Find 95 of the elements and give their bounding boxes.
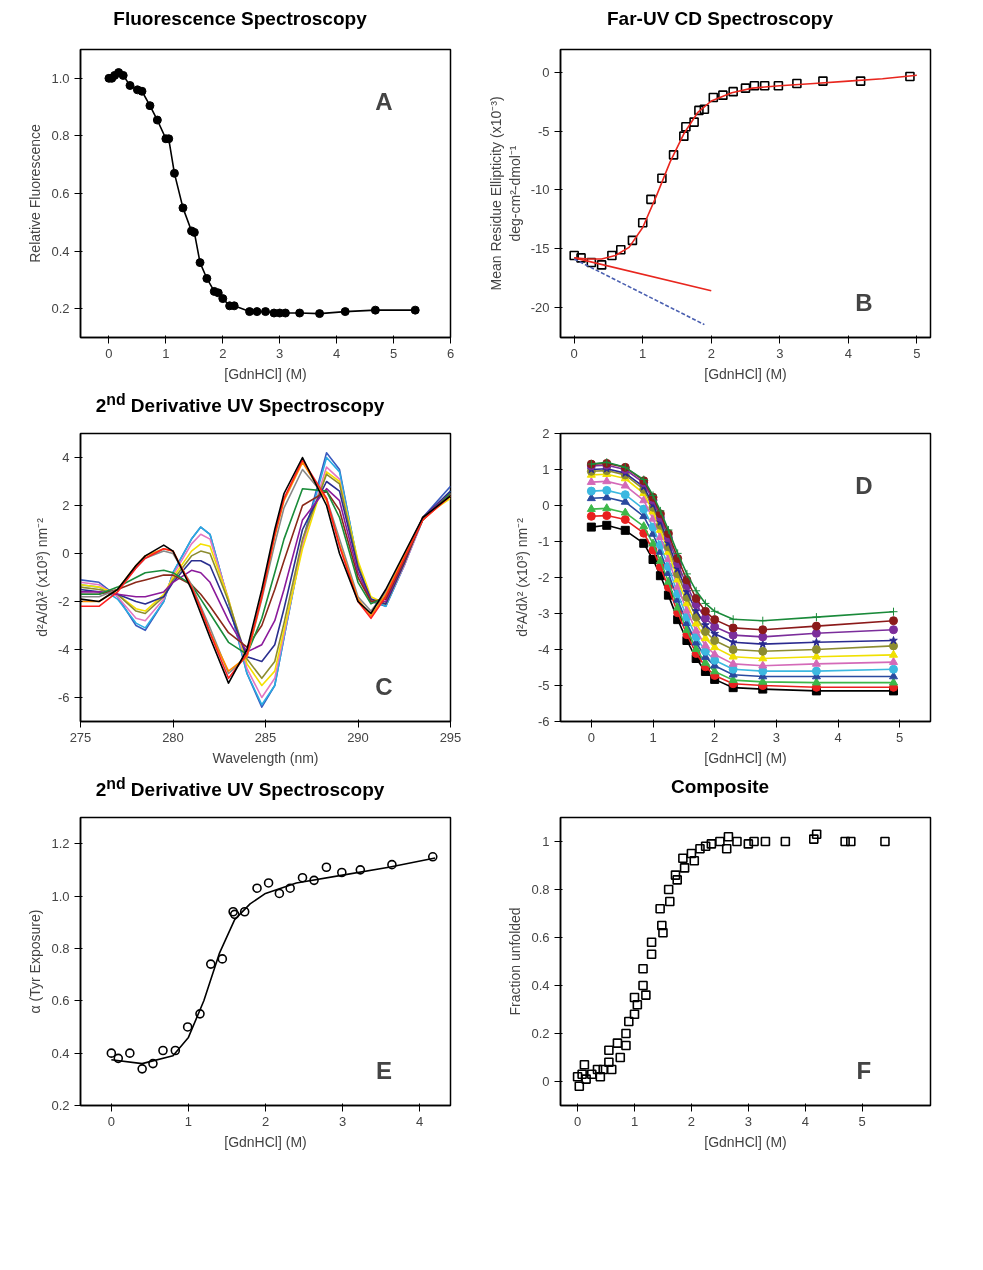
y-tick-label: 0.4 <box>531 978 550 993</box>
x-tick-label: 1 <box>630 1113 639 1129</box>
y-tick-label: -2 <box>537 570 550 585</box>
y-tick-label: 0.8 <box>51 940 70 956</box>
y-tick-label: -20 <box>530 299 550 315</box>
y-tick-label: -6 <box>57 690 70 705</box>
y-tick-label: 0.2 <box>531 1026 550 1041</box>
y-tick-label: 0 <box>542 65 550 81</box>
y-tick-label: 0.6 <box>51 186 70 201</box>
x-tick-label: 295 <box>439 729 462 745</box>
x-axis-title: [GdnHCl] (M) <box>224 365 307 382</box>
x-tick-label: 3 <box>772 729 780 745</box>
y-tick-label: 4 <box>62 450 70 465</box>
x-tick-label: 2 <box>707 345 715 361</box>
y-tick-label: 1 <box>542 834 550 849</box>
x-axis-title: Wavelength (nm) <box>212 749 319 766</box>
annotation: B <box>855 289 873 317</box>
y-tick-label: 0.8 <box>51 128 70 144</box>
x-tick-label: 2 <box>687 1113 696 1129</box>
x-tick-label: 4 <box>416 1113 424 1129</box>
chart-title: 2$^{nd}$ Derivative UV Spectroscopy <box>95 774 385 803</box>
chart-title: Composite <box>670 775 770 799</box>
y-tick-label: 0 <box>542 498 550 513</box>
chart-title: Fluorescence Spectroscopy <box>113 7 367 31</box>
x-tick-label: 4 <box>834 729 842 745</box>
annotation: F <box>856 1057 872 1085</box>
x-tick-label: 0 <box>105 345 113 361</box>
y-tick-label: 0 <box>542 1074 550 1089</box>
y-tick-label: 1.0 <box>51 888 70 904</box>
x-tick-label: 5 <box>389 345 398 361</box>
y-axis-title: Mean Residue Ellipticity (x10⁻³) deg-cm²-dmol⁻¹ <box>487 96 523 291</box>
y-tick-label: 0.4 <box>51 1045 70 1061</box>
y-tick-label: -15 <box>530 241 550 257</box>
y-tick-label: 0.8 <box>531 882 550 897</box>
x-tick-label: 290 <box>347 729 369 745</box>
y-tick-label: 1 <box>542 462 550 477</box>
x-tick-label: 1 <box>649 729 657 745</box>
y-tick-label: -2 <box>57 594 70 609</box>
y-tick-label: 2 <box>62 498 70 513</box>
x-tick-label: 3 <box>338 1113 347 1129</box>
x-tick-label: 0 <box>587 729 595 745</box>
x-tick-label: 2 <box>219 345 227 361</box>
x-tick-label: 1 <box>184 1113 193 1129</box>
x-tick-label: 2 <box>261 1113 270 1129</box>
x-tick-label: 4 <box>801 1113 809 1129</box>
y-axis-title: α (Tyr Exposure) <box>27 909 44 1014</box>
chart-title: Far-UV CD Spectroscopy <box>607 7 833 31</box>
y-axis-title: Fraction unfolded <box>507 907 524 1016</box>
y-tick-label: -5 <box>537 678 550 693</box>
y-tick-label: -4 <box>57 642 70 657</box>
x-tick-label: 0 <box>107 1113 115 1129</box>
y-tick-label: 0.2 <box>51 301 70 317</box>
y-tick-label: 0.2 <box>51 1098 70 1113</box>
x-tick-label: 4 <box>844 345 852 361</box>
y-axis-title: Relative Fluorescence <box>27 124 44 263</box>
chart-title: 2$^{nd}$ Derivative UV Spectroscopy <box>95 390 385 419</box>
x-axis-title: [GdnHCl] (M) <box>704 365 787 382</box>
x-axis-title: [GdnHCl] (M) <box>704 749 787 766</box>
y-tick-label: 0.6 <box>51 993 70 1009</box>
x-tick-label: 0 <box>573 1113 582 1129</box>
y-tick-label: -3 <box>537 606 550 621</box>
y-tick-label: 1.0 <box>51 70 70 86</box>
x-tick-label: 1 <box>639 345 647 361</box>
x-axis-title: [GdnHCl] (M) <box>224 1133 307 1150</box>
y-tick-label: -1 <box>537 534 550 549</box>
y-tick-label: -4 <box>537 642 550 657</box>
x-tick-label: 3 <box>744 1113 752 1129</box>
y-tick-label: -5 <box>537 123 550 139</box>
x-tick-label: 5 <box>896 729 904 745</box>
x-tick-label: 275 <box>69 729 92 745</box>
y-tick-label: 0.4 <box>51 243 70 259</box>
y-tick-label: 2 <box>542 426 550 441</box>
x-tick-label: 2 <box>711 729 719 745</box>
y-tick-label: 0.6 <box>531 930 550 945</box>
y-axis-title: d²A/dλ² (x10³) nm⁻² <box>513 517 530 637</box>
y-tick-label: 0 <box>62 546 70 561</box>
annotation: D <box>855 471 873 499</box>
annotation: C <box>375 673 393 701</box>
x-tick-label: 0 <box>570 345 578 361</box>
x-tick-label: 285 <box>254 729 277 745</box>
annotation: A <box>375 87 393 115</box>
x-tick-label: 5 <box>913 345 921 361</box>
x-tick-label: 6 <box>446 345 455 361</box>
x-tick-label: 280 <box>162 729 184 745</box>
x-tick-label: 5 <box>858 1113 866 1129</box>
x-tick-label: 3 <box>776 345 784 361</box>
x-tick-label: 4 <box>333 345 341 361</box>
x-tick-label: 3 <box>276 345 284 361</box>
y-axis-title: d²A/dλ² (x10³) nm⁻² <box>33 517 50 637</box>
annotation: E <box>375 1057 392 1085</box>
y-tick-label: -6 <box>537 714 550 729</box>
x-tick-label: 1 <box>162 345 170 361</box>
y-tick-label: -10 <box>530 182 550 198</box>
y-tick-label: 1.2 <box>51 836 70 852</box>
x-axis-title: [GdnHCl] (M) <box>704 1133 787 1150</box>
